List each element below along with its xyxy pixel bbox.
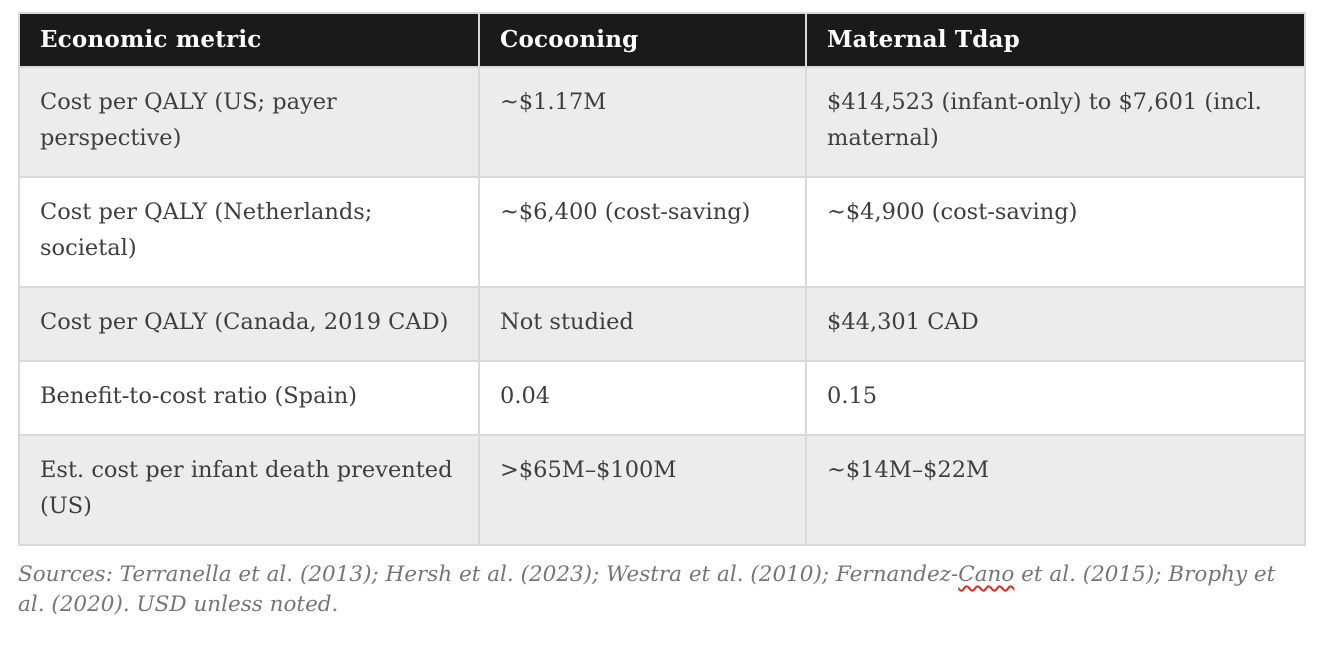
table-row: Est. cost per infant death prevented (US…: [18, 434, 1306, 546]
table-row: Cost per QALY (US; payer perspective) ~$…: [18, 66, 1306, 178]
spellcheck-flagged-word: Cano: [958, 562, 1015, 587]
table-row: Cost per QALY (Netherlands; societal) ~$…: [18, 176, 1306, 288]
sources-note: Sources: Terranella et al. (2013); Hersh…: [18, 560, 1302, 620]
document-page: Economic metric Cocooning Maternal Tdap …: [0, 12, 1320, 664]
sources-note-text-before: Sources: Terranella et al. (2013); Hersh…: [18, 562, 959, 587]
metric-cell: Cost per QALY (Netherlands; societal): [18, 176, 480, 288]
cocooning-cell: ~$1.17M: [478, 66, 807, 178]
maternal-tdap-cell: $414,523 (infant-only) to $7,601 (incl. …: [805, 66, 1306, 178]
cocooning-cell: 0.04: [478, 360, 807, 436]
header-cell-maternal-tdap: Maternal Tdap: [805, 12, 1306, 68]
table-row: Cost per QALY (Canada, 2019 CAD) Not stu…: [18, 286, 1306, 362]
sources-note-text-after: et al. (2015); Brophy et al. (2020). USD…: [18, 562, 1276, 617]
maternal-tdap-cell: 0.15: [805, 360, 1306, 436]
header-cell-economic-metric: Economic metric: [18, 12, 480, 68]
cocooning-cell: Not studied: [478, 286, 807, 362]
metric-cell: Cost per QALY (US; payer perspective): [18, 66, 480, 178]
metric-cell: Cost per QALY (Canada, 2019 CAD): [18, 286, 480, 362]
table-header-row: Economic metric Cocooning Maternal Tdap: [18, 12, 1306, 68]
header-cell-cocooning: Cocooning: [478, 12, 807, 68]
metric-cell: Benefit-to-cost ratio (Spain): [18, 360, 480, 436]
metric-cell: Est. cost per infant death prevented (US…: [18, 434, 480, 546]
maternal-tdap-cell: $44,301 CAD: [805, 286, 1306, 362]
cocooning-cell: >$65M–$100M: [478, 434, 807, 546]
economic-comparison-table: Economic metric Cocooning Maternal Tdap …: [18, 12, 1306, 546]
cocooning-cell: ~$6,400 (cost-saving): [478, 176, 807, 288]
maternal-tdap-cell: ~$4,900 (cost-saving): [805, 176, 1306, 288]
table-row: Benefit-to-cost ratio (Spain) 0.04 0.15: [18, 360, 1306, 436]
maternal-tdap-cell: ~$14M–$22M: [805, 434, 1306, 546]
